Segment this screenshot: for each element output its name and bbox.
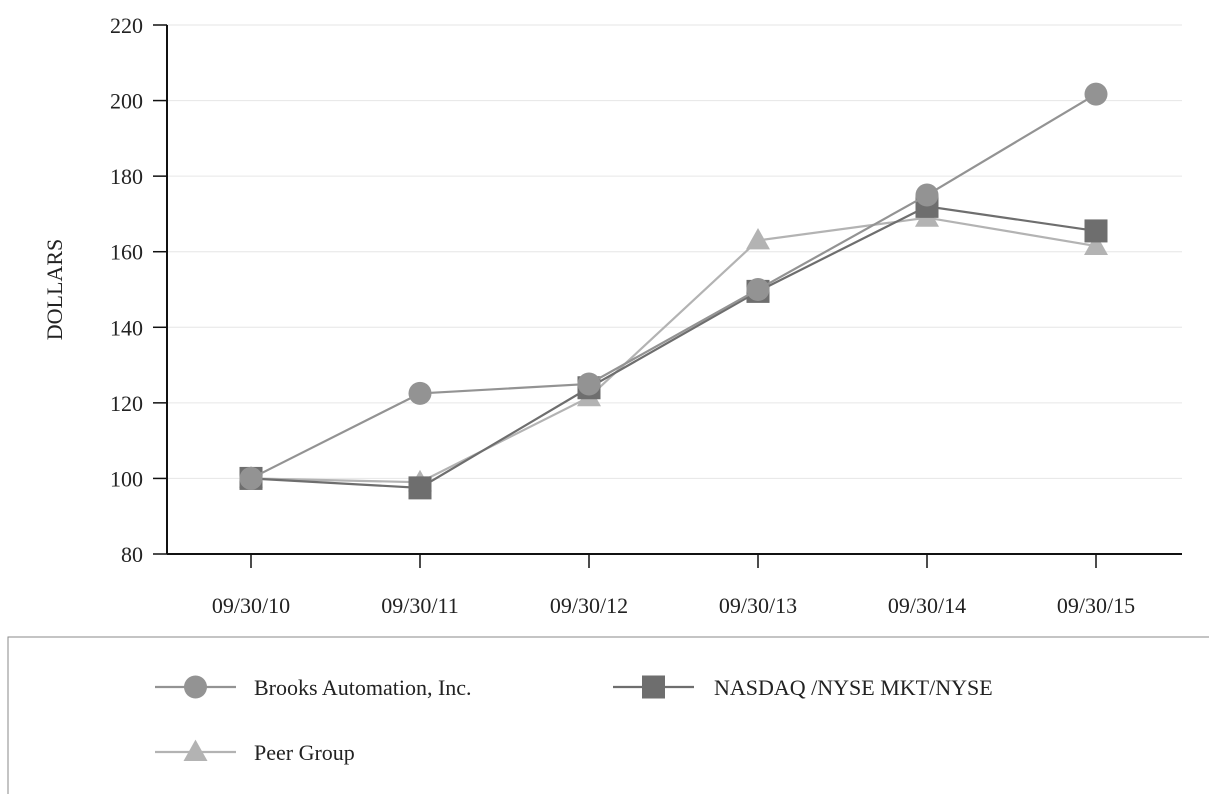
y-tick-label: 180: [110, 164, 143, 189]
legend-label: Peer Group: [254, 740, 355, 765]
y-tick-label: 100: [110, 466, 143, 491]
y-axis-label: DOLLARS: [42, 239, 67, 340]
axes: 80 100 120 140 160 180 200 220 09/30/10 09/30/11 0…: [110, 13, 1182, 618]
legend-label: Brooks Automation, Inc.: [254, 675, 472, 700]
x-tick-label: 09/30/10: [212, 593, 290, 618]
y-tick-label: 220: [110, 13, 143, 38]
legend: Brooks Automation, Inc. NASDAQ /NYSE MKT/…: [155, 675, 993, 765]
data-point-square: [408, 476, 432, 500]
legend-box: [7, 636, 1209, 794]
series-triangle: [239, 205, 1108, 492]
data-point-circle: [577, 372, 601, 396]
data-point-circle: [408, 381, 432, 405]
series-line-circle: [250, 93, 1097, 480]
legend-marker-square: [642, 675, 665, 699]
legend-marker-triangle: [183, 739, 208, 761]
series-line-triangle: [250, 216, 1097, 484]
legend-entry-triangle: Peer Group: [155, 739, 355, 765]
x-tick-label: 09/30/11: [381, 593, 458, 618]
legend-label: NASDAQ /NYSE MKT/NYSE: [714, 675, 993, 700]
data-point-square: [1084, 219, 1108, 243]
y-tick-label: 80: [121, 542, 143, 567]
data-point-circle: [915, 183, 939, 207]
legend-entry-circle: Brooks Automation, Inc.: [155, 675, 472, 700]
series-lines: [239, 82, 1108, 500]
legend-marker-circle: [184, 675, 207, 699]
data-point-circle: [239, 466, 263, 490]
x-tick-label: 09/30/14: [888, 593, 966, 618]
y-tick-label: 200: [110, 89, 143, 114]
x-tick-label: 09/30/12: [550, 593, 628, 618]
x-tick-label: 09/30/13: [719, 593, 797, 618]
grid: [167, 24, 1182, 479]
y-tick-label: 120: [110, 391, 143, 416]
x-tick-label: 09/30/15: [1057, 593, 1135, 618]
data-point-circle: [746, 278, 770, 301]
data-point-circle: [1084, 82, 1108, 106]
data-point-triangle: [746, 227, 770, 250]
y-tick-label: 140: [110, 315, 143, 340]
data-point-triangle: [1084, 233, 1108, 256]
legend-entry-square: NASDAQ /NYSE MKT/NYSE: [613, 675, 993, 700]
y-tick-label: 160: [110, 240, 143, 265]
series-circle: [239, 82, 1108, 490]
series-line-square: [250, 205, 1097, 489]
series-square: [239, 194, 1108, 500]
